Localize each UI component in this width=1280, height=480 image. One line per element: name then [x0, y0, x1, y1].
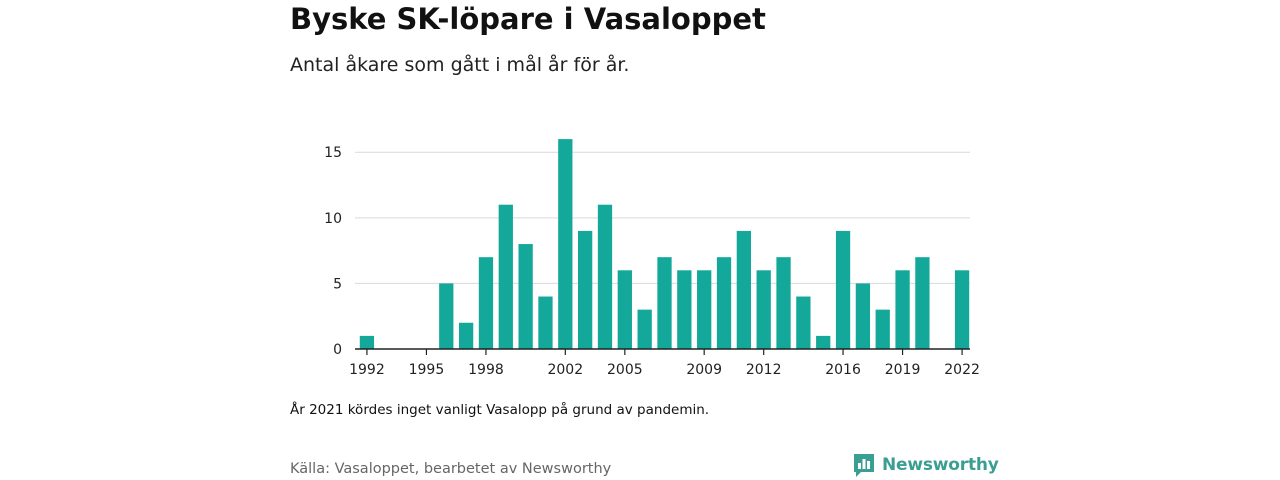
- bar-2005: [617, 270, 632, 349]
- source-text: Källa: Vasaloppet, bearbetet av Newswort…: [290, 461, 612, 477]
- x-tick-label: 1995: [409, 362, 445, 378]
- x-tick-label: 2016: [825, 362, 861, 378]
- bar-2019: [895, 270, 910, 349]
- bar-2004: [597, 204, 613, 349]
- chart-subtitle: Antal åkare som gått i mål år för år.: [290, 54, 630, 76]
- y-tick-label: 15: [324, 145, 342, 161]
- x-tick-label: 2005: [607, 362, 643, 378]
- bar-2022: [954, 270, 970, 349]
- chart-title: Byske SK-löpare i Vasaloppet: [290, 2, 766, 36]
- bar-1997: [458, 322, 474, 349]
- bar-2013: [776, 257, 791, 349]
- brand-name: Newsworthy: [882, 455, 999, 475]
- bar-2008: [677, 270, 692, 349]
- bar-1992: [359, 335, 375, 349]
- x-tick-label: 2019: [885, 362, 921, 378]
- brand-logo: Newsworthy: [852, 452, 999, 478]
- bar-2017: [855, 283, 871, 349]
- bar-2002: [558, 139, 573, 349]
- x-tick-label: 2002: [547, 362, 583, 378]
- bar-2018: [875, 309, 890, 349]
- chart-note: År 2021 kördes inget vanligt Vasalopp på…: [290, 402, 710, 418]
- x-tick-label: 1992: [349, 362, 385, 378]
- bar-2001: [538, 296, 553, 349]
- x-tick-label: 1998: [468, 362, 504, 378]
- x-tick-label: 2022: [944, 362, 980, 378]
- bar-chart: 0 5 10 15 1992 1995 1998 2002 2005 2009 2012 2016 20…: [324, 139, 980, 378]
- bar-1998: [478, 257, 494, 349]
- bar-2015: [816, 335, 831, 349]
- bar-2012: [756, 270, 771, 349]
- bar-2016: [835, 230, 851, 349]
- bar-2003: [578, 230, 593, 349]
- bar-2020: [915, 257, 930, 349]
- y-tick-label: 10: [324, 211, 342, 227]
- bar-2011: [736, 230, 751, 349]
- y-tick-label: 5: [333, 276, 342, 292]
- bar-2007: [657, 257, 672, 349]
- bar-2014: [796, 296, 811, 349]
- axes: 0 5 10 15 1992 1995 1998 2002 2005 2009 2012 2016 20…: [324, 145, 980, 378]
- bar-2009: [697, 270, 712, 349]
- bars: [359, 139, 970, 349]
- newsworthy-logo-icon: [854, 454, 874, 477]
- bar-1999: [498, 204, 513, 349]
- y-tick-label: 0: [333, 342, 342, 358]
- x-tick-label: 2009: [686, 362, 722, 378]
- bar-2000: [518, 244, 533, 349]
- bar-2010: [716, 257, 732, 349]
- bar-1996: [439, 283, 454, 349]
- bar-2006: [637, 309, 652, 349]
- x-tick-label: 2012: [746, 362, 782, 378]
